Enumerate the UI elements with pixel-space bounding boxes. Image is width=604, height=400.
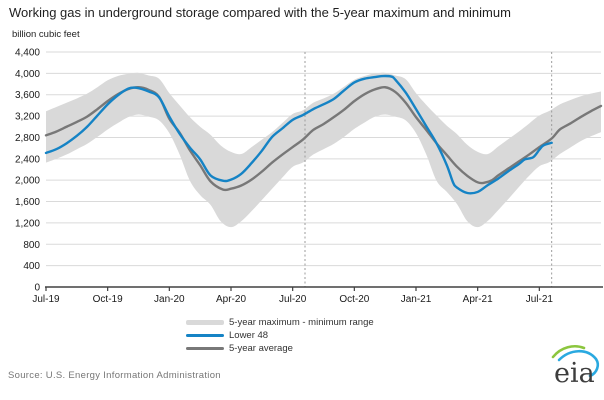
chart-legend: 5-year maximum - minimum range Lower 48 5-… — [186, 316, 374, 355]
x-tick-label: Apr-20 — [216, 294, 246, 305]
y-tick-label: 2,000 — [15, 176, 40, 187]
line-swatch-icon — [186, 347, 224, 350]
y-axis-units-label: billion cubic feet — [12, 29, 80, 40]
line-swatch-icon — [186, 334, 224, 337]
chart-title: Working gas in underground storage compa… — [9, 5, 511, 20]
legend-label: 5-year maximum - minimum range — [229, 317, 374, 328]
y-tick-label: 3,200 — [15, 112, 40, 123]
legend-label: 5-year average — [229, 343, 293, 354]
source-note: Source: U.S. Energy Information Administ… — [8, 370, 221, 381]
band-swatch-icon — [186, 320, 224, 325]
x-tick-label: Oct-19 — [93, 294, 123, 305]
x-tick-label: Jul-19 — [32, 294, 60, 305]
logo-green-swoosh-icon — [551, 345, 586, 359]
y-tick-label: 0 — [34, 283, 40, 294]
x-tick-label: Apr-21 — [463, 294, 493, 305]
y-tick-label: 2,800 — [15, 133, 40, 144]
storage-chart: 0 400 800 1,200 1,600 2,000 2,400 2,800 3,200 3,6… — [15, 48, 603, 305]
x-tick-label: Jul-21 — [526, 294, 554, 305]
max-min-range-band — [46, 72, 601, 228]
legend-item: 5-year average — [186, 342, 374, 355]
legend-item: 5-year maximum - minimum range — [186, 316, 374, 329]
legend-item: Lower 48 — [186, 329, 374, 342]
x-tick-label: Jul-20 — [279, 294, 307, 305]
x-tick-label: Jan-20 — [154, 294, 185, 305]
legend-label: Lower 48 — [229, 330, 269, 341]
x-tick-label: Oct-20 — [339, 294, 369, 305]
y-tick-label: 2,400 — [15, 154, 40, 165]
y-tick-label: 1,200 — [15, 218, 40, 229]
eia-logo: eia — [546, 340, 602, 395]
logo-blue-swoosh-icon — [557, 349, 600, 378]
lower48-line — [44, 74, 553, 195]
y-tick-label: 1,600 — [15, 197, 40, 208]
y-tick-label: 800 — [23, 240, 40, 251]
y-tick-label: 3,600 — [15, 90, 40, 101]
logo-text: eia — [554, 358, 595, 389]
y-tick-label: 4,400 — [15, 48, 40, 59]
y-tick-label: 4,000 — [15, 69, 40, 80]
y-tick-label: 400 — [23, 261, 40, 272]
x-tick-label: Jan-21 — [401, 294, 432, 305]
